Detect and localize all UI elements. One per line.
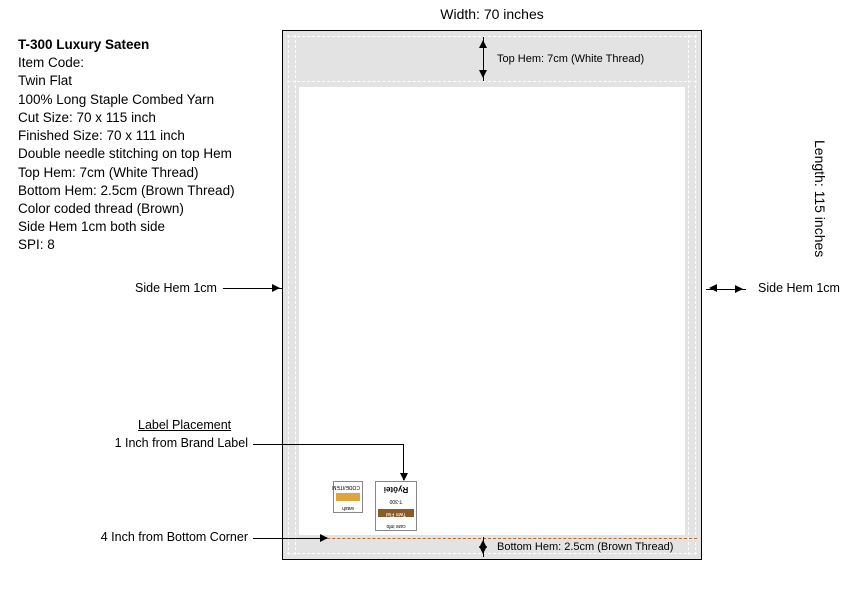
spec-item-code: Item Code: — [18, 54, 235, 72]
spec-spi: SPI: 8 — [18, 236, 235, 254]
spec-finished-size: Finished Size: 70 x 111 inch — [18, 127, 235, 145]
side-hem-arrow-right — [706, 289, 746, 290]
brand-tag-sub: T-300 — [378, 498, 414, 504]
care-tag: wash CODE/ITEM — [333, 481, 363, 513]
top-hem-callout: Top Hem: 7cm (White Thread) — [497, 53, 644, 65]
spec-cut-size: Cut Size: 70 x 115 inch — [18, 109, 235, 127]
placement-line-2: 4 Inch from Bottom Corner — [84, 530, 248, 544]
placement-arrow-1-v — [403, 444, 404, 480]
spec-title: T-300 Luxury Sateen — [18, 36, 235, 54]
spec-side-hem: Side Hem 1cm both side — [18, 218, 235, 236]
brand-tag-band: Twin Flat — [378, 509, 414, 517]
care-tag-code: CODE/ITEM — [336, 484, 360, 490]
spec-top-hem: Top Hem: 7cm (White Thread) — [18, 164, 235, 182]
top-hem-dim-arrow — [483, 37, 484, 81]
side-hem-callout-right: Side Hem 1cm — [706, 281, 840, 295]
length-label: Length: 115 inches — [812, 140, 828, 257]
care-tag-band — [336, 493, 360, 501]
placement-arrow-1-h — [253, 444, 403, 445]
spec-block: T-300 Luxury Sateen Item Code: Twin Flat… — [18, 36, 235, 255]
spec-stitching: Double needle stitching on top Hem — [18, 145, 235, 163]
side-hem-label-right: Side Hem 1cm — [758, 281, 840, 295]
brand-tag-top: care info — [378, 523, 414, 529]
bottom-hem-callout: Bottom Hem: 2.5cm (Brown Thread) — [497, 541, 673, 553]
label-placement-title: Label Placement — [138, 418, 231, 432]
brand-tag-name: Ryôtei — [378, 484, 414, 493]
hem-left — [283, 31, 299, 559]
label-tags: care info Twin Flat T-300 Ryôtei wash CO… — [333, 481, 417, 531]
placement-arrow-2-head — [320, 534, 332, 542]
placement-arrow-2-h — [253, 538, 327, 539]
care-tag-top: wash — [336, 505, 360, 511]
spec-bottom-hem: Bottom Hem: 2.5cm (Brown Thread) — [18, 182, 235, 200]
width-label: Width: 70 inches — [282, 6, 702, 22]
arrow-icon — [223, 288, 283, 289]
spec-size-name: Twin Flat — [18, 72, 235, 90]
sheet-diagram: Top Hem: 7cm (White Thread) Bottom Hem: … — [282, 30, 702, 560]
spec-yarn: 100% Long Staple Combed Yarn — [18, 91, 235, 109]
side-hem-label-left: Side Hem 1cm — [135, 281, 217, 295]
bottom-hem-dim-arrow — [483, 537, 484, 557]
side-hem-callout-left: Side Hem 1cm — [135, 281, 283, 295]
spec-thread-code: Color coded thread (Brown) — [18, 200, 235, 218]
brand-tag: care info Twin Flat T-300 Ryôtei — [375, 481, 417, 531]
placement-line-1: 1 Inch from Brand Label — [108, 436, 248, 450]
hem-right — [685, 31, 701, 559]
